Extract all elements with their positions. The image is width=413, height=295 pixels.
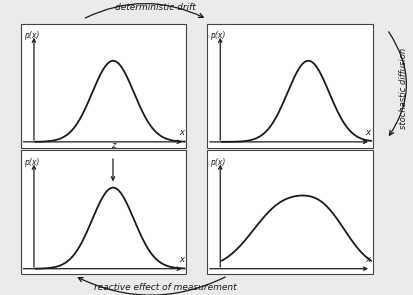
Text: x: x <box>364 128 369 137</box>
Text: stochastic diffusion: stochastic diffusion <box>398 48 407 129</box>
Text: reactive effect of measurement: reactive effect of measurement <box>94 283 236 292</box>
Text: p(x): p(x) <box>24 32 39 40</box>
Text: p(x): p(x) <box>210 158 225 167</box>
Text: x: x <box>364 255 369 264</box>
Text: x: x <box>178 128 183 137</box>
Text: x: x <box>178 255 183 264</box>
Text: deterministic drift: deterministic drift <box>114 3 195 12</box>
Text: p(x): p(x) <box>210 32 225 40</box>
Text: p(x): p(x) <box>24 158 39 167</box>
Text: z: z <box>111 141 115 150</box>
